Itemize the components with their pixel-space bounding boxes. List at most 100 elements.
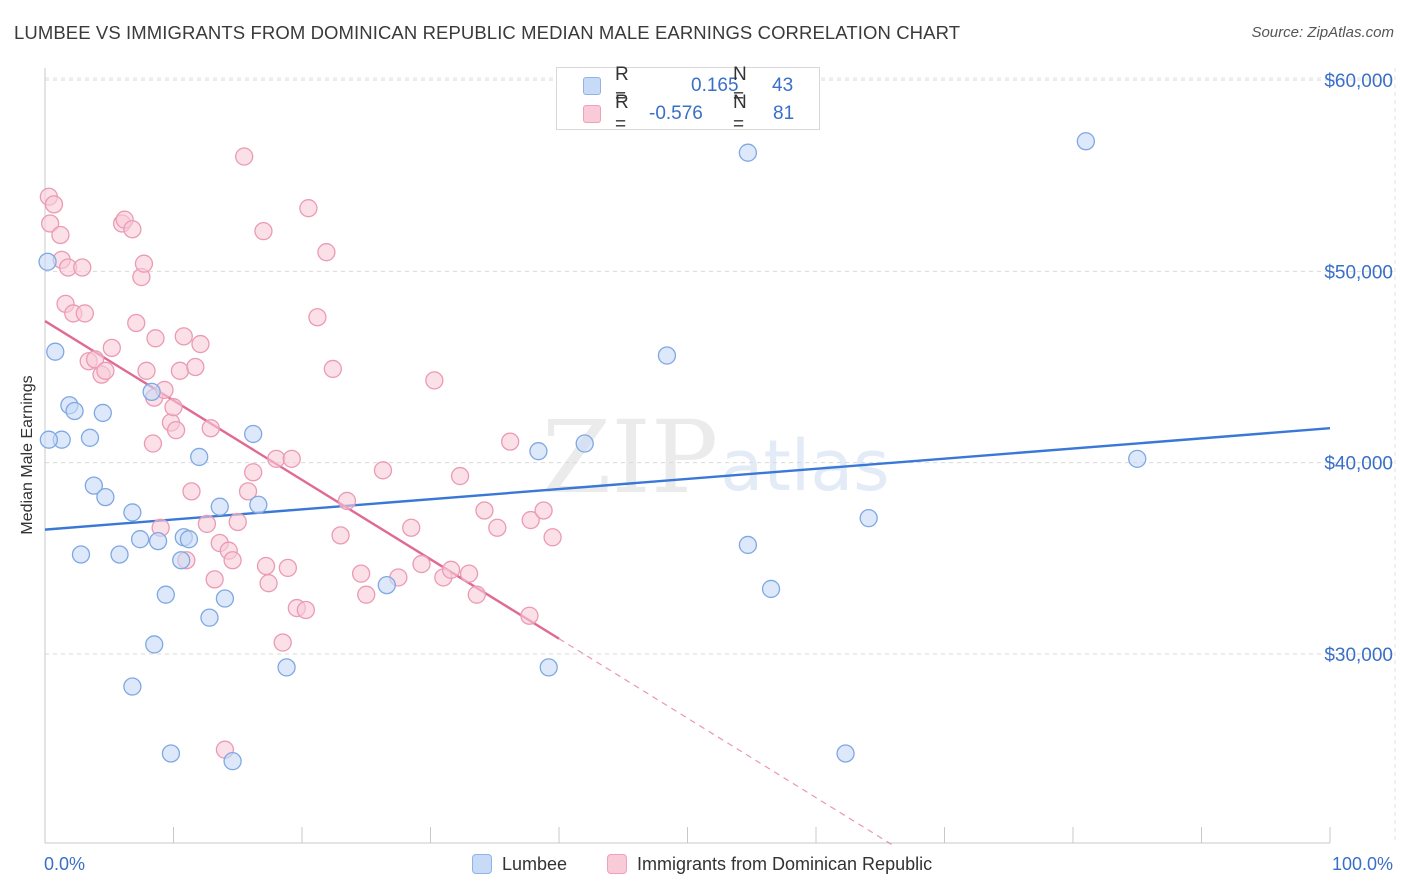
lumbee-point (93, 403, 112, 423)
dominican-point (534, 501, 553, 520)
y-tick-label: $40,000 (1324, 454, 1393, 475)
dominican-point (85, 350, 105, 369)
n-label: N = (733, 92, 747, 135)
lumbee-point (575, 434, 594, 453)
dominican-point (191, 334, 210, 354)
chart-title: LUMBEE VS IMMIGRANTS FROM DOMINICAN REPU… (14, 22, 961, 43)
legend-label-dominican: Immigrants from Dominican Republic (637, 853, 933, 874)
lumbee-point (161, 744, 181, 763)
lumbee-point (38, 252, 57, 271)
tick-labels: $30,000 $40,000 $50,000 $60,000 0.0% 100.0% (44, 71, 1393, 874)
lumbee-point (1076, 132, 1095, 151)
lumbee-point (244, 424, 263, 444)
lumbee-point (210, 497, 229, 516)
lumbee-point (179, 530, 199, 549)
dominican-point (166, 420, 186, 440)
x-tick-label: 100.0% (1332, 854, 1393, 874)
dominican-point (205, 570, 224, 589)
dominican-point (134, 254, 154, 273)
lumbee-point (761, 579, 781, 599)
dominican-point (450, 466, 470, 486)
lumbee-point (148, 531, 168, 551)
dominican-point (164, 398, 183, 417)
n-value: 81 (773, 103, 795, 124)
dominican-point (182, 482, 201, 501)
lumbee-point (277, 658, 296, 677)
n-value: 43 (772, 75, 794, 96)
lumbee-point (123, 503, 142, 522)
lumbee-point (377, 575, 396, 595)
dominican-point (44, 195, 64, 214)
dominican-point (267, 449, 286, 468)
lumbee-point (657, 346, 677, 365)
dominican-point (197, 514, 217, 534)
lumbee-point (1128, 449, 1147, 468)
dominican-point (123, 220, 142, 239)
dominican-point (143, 434, 163, 453)
dominican-point (475, 501, 494, 520)
dominican-point (488, 518, 507, 537)
lumbee-point (836, 744, 855, 763)
dominican-point (308, 308, 327, 327)
dominican-point (467, 585, 486, 604)
lumbee-point (200, 608, 219, 627)
x-tick-label: 0.0% (44, 854, 85, 874)
lumbee-point (123, 677, 142, 696)
lumbee-point (529, 442, 548, 461)
legend-item-lumbee: Lumbee (472, 851, 567, 877)
lumbee-point (249, 495, 268, 514)
lumbee-point (859, 509, 878, 528)
dominican-point (223, 551, 242, 570)
dominican-point (278, 558, 298, 578)
dominican-point (501, 432, 520, 451)
dominican-point (75, 304, 94, 323)
dominican-point (299, 199, 318, 218)
dominican-point (256, 556, 276, 576)
lumbee-point (215, 589, 235, 608)
dominican-point (373, 461, 393, 480)
source-label: Source: ZipAtlas.com (1251, 24, 1394, 41)
stats-box: R = 0.165 N = 43 R = -0.576 N = 81 (556, 64, 820, 135)
lumbee-point (130, 530, 150, 549)
lumbee-point (110, 545, 129, 564)
dominican-point (520, 606, 539, 625)
dominican-point (146, 329, 165, 348)
dominican-point (357, 585, 376, 604)
dominican-point (137, 361, 156, 380)
dominican-point (170, 361, 190, 380)
dominican-point (127, 313, 146, 333)
dominican-point (441, 560, 461, 579)
lumbee-point (190, 447, 209, 467)
lumbee-point (738, 535, 758, 555)
dominican-point (40, 214, 60, 233)
watermark-zip: ZIP (542, 399, 718, 516)
dominican-point (102, 338, 121, 358)
dominican-point (259, 574, 278, 593)
lumbee-point (46, 342, 65, 361)
lumbee-point (96, 487, 115, 507)
lumbee-point (65, 401, 84, 421)
lumbee-point (738, 143, 758, 162)
lumbee-point (80, 428, 100, 447)
dominican-point (201, 419, 220, 438)
legend-swatch-lumbee (472, 854, 492, 874)
legend-item-dominican: Immigrants from Dominican Republic (607, 851, 932, 877)
dominican-point (51, 225, 70, 245)
dominican-point (174, 327, 193, 346)
r-label: R = (615, 64, 629, 107)
dominican-point (412, 554, 431, 574)
dominican-point (459, 564, 479, 583)
dominican-point (96, 361, 115, 380)
dominican-point (186, 357, 205, 377)
dominican-point (282, 449, 301, 468)
dominican-point (543, 528, 562, 547)
r-value: 0.165 (691, 75, 739, 96)
legend-swatch-dominican (607, 854, 627, 874)
lumbee-point (71, 545, 91, 564)
dominican-trendline (44, 320, 560, 640)
dominican-trendline-extension (558, 638, 894, 846)
lumbee-point (84, 476, 103, 495)
dominican-point (317, 243, 336, 262)
dominican-point (238, 482, 258, 501)
